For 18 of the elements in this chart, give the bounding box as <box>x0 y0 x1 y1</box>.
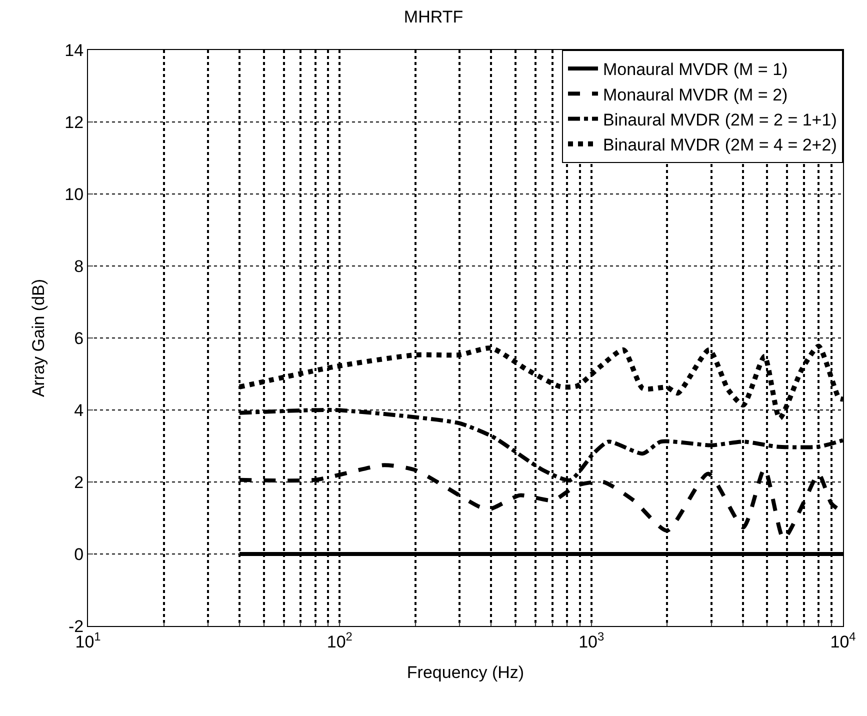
x-tick-label: 10$^{3}$ <box>578 629 604 652</box>
legend-label: Binaural MVDR (2M = 2 = 1+1) <box>603 110 837 130</box>
y-tick-label: 0 <box>74 544 84 564</box>
x-tick-label: 10$^{4}$ <box>830 629 856 652</box>
y-tick-label: 12 <box>64 112 84 132</box>
y-tick-label: 8 <box>74 256 84 276</box>
legend-label: Monaural MVDR (M = 2) <box>603 85 788 104</box>
y-axis-title: Array Gain (dB) <box>29 278 48 398</box>
y-tick-label: 4 <box>74 400 84 420</box>
legend-label: Monaural MVDR (M = 1) <box>603 60 788 80</box>
y-tick-label: 2 <box>74 472 84 492</box>
y-tick-label: 10 <box>64 184 84 204</box>
x-axis-title: Frequency (Hz) <box>406 662 524 682</box>
y-tick-label: 6 <box>74 328 84 348</box>
x-tick-label: 10$^{2}$ <box>326 629 353 652</box>
chart-title: MHRTF <box>404 8 464 27</box>
y-tick-label: 14 <box>64 40 84 60</box>
legend-label: Binaural MVDR (2M = 4 = 2+2) <box>603 135 837 154</box>
